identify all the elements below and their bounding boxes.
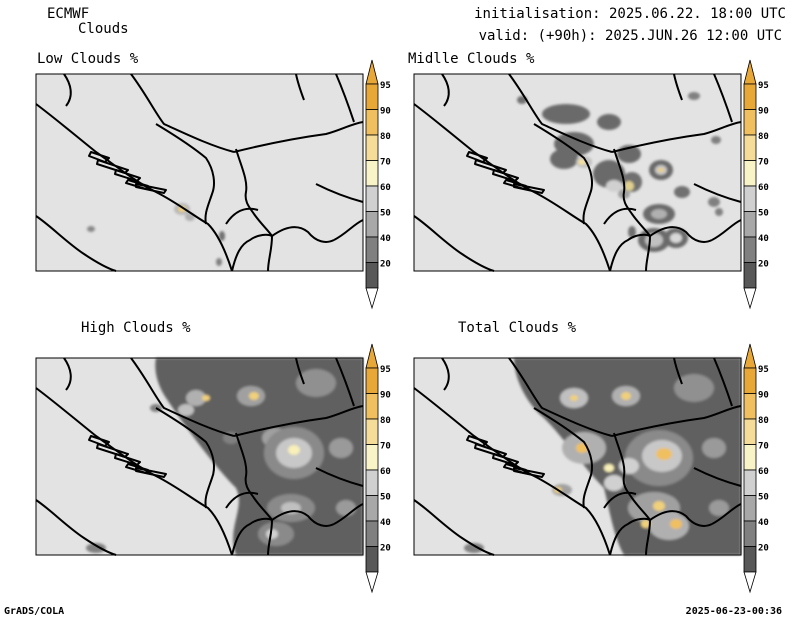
colorbar-2: 95 90 80 70 60 50 40 20 [365, 343, 391, 594]
colorbar-segment [743, 393, 757, 420]
colorbar-segment [743, 236, 757, 263]
panel-title-low: Low Clouds % [37, 51, 139, 67]
map-high-clouds [35, 357, 364, 556]
colorbar-segment [743, 83, 757, 110]
colorbar-level-label: 70 [380, 442, 391, 452]
colorbar-level-label: 95 [758, 81, 769, 91]
colorbar-level-label: 90 [380, 107, 391, 117]
colorbar-segment [743, 262, 757, 289]
colorbar-segment [743, 109, 757, 136]
colorbar-level-label: 20 [380, 260, 391, 270]
colorbar-segment [743, 469, 757, 496]
footer-software: GrADS/COLA [4, 606, 65, 617]
colorbar-segment [743, 211, 757, 238]
colorbar-segment [743, 495, 757, 522]
colorbar-level-label: 60 [380, 183, 391, 193]
colorbar-segment [743, 185, 757, 212]
colorbar-top-arrow [743, 343, 757, 369]
colorbar-segment [365, 444, 379, 471]
colorbar-segment [365, 83, 379, 110]
colorbar-level-label: 95 [380, 81, 391, 91]
colorbar-segment [743, 546, 757, 573]
colorbar-level-label: 80 [758, 416, 769, 426]
colorbar-segment [365, 495, 379, 522]
colorbar-segment [365, 109, 379, 136]
colorbar-segment [743, 444, 757, 471]
colorbar-segment [365, 546, 379, 573]
colorbar-level-label: 40 [758, 518, 769, 528]
colorbar-segment [743, 367, 757, 394]
colorbar-level-label: 60 [758, 183, 769, 193]
colorbar-segment [365, 160, 379, 187]
colorbar-bottom-arrow [743, 571, 757, 594]
map-low-clouds [35, 73, 364, 272]
colorbar-level-label: 50 [380, 209, 391, 219]
colorbar-segment [743, 520, 757, 547]
map-total-clouds [413, 357, 742, 556]
colorbar-segment [365, 185, 379, 212]
panel-title-middle: Midlle Clouds % [408, 51, 535, 67]
colorbar-segment [743, 418, 757, 445]
colorbar-segment [365, 520, 379, 547]
colorbar-level-label: 80 [380, 416, 391, 426]
colorbar-level-label: 95 [380, 365, 391, 375]
colorbar-level-label: 90 [758, 391, 769, 401]
colorbar-level-label: 70 [380, 158, 391, 168]
map-middle-clouds [413, 73, 742, 272]
colorbar-segment [743, 160, 757, 187]
colorbar-0: 95 90 80 70 60 50 40 20 [365, 59, 391, 310]
colorbar-level-label: 60 [380, 467, 391, 477]
colorbar-segment [743, 134, 757, 161]
colorbar-level-label: 80 [758, 132, 769, 142]
colorbar-segment [365, 211, 379, 238]
init-time: initialisation: 2025.06.22. 18:00 UTC [474, 6, 786, 22]
colorbar-segment [365, 469, 379, 496]
colorbar-top-arrow [743, 59, 757, 85]
colorbar-segment [365, 134, 379, 161]
colorbar-level-label: 20 [380, 544, 391, 554]
colorbar-level-label: 40 [380, 518, 391, 528]
model-label: ECMWF [47, 6, 90, 22]
colorbar-level-label: 40 [758, 234, 769, 244]
colorbar-level-label: 40 [380, 234, 391, 244]
colorbar-level-label: 95 [758, 365, 769, 375]
colorbar-segment [365, 393, 379, 420]
colorbar-level-label: 50 [380, 493, 391, 503]
colorbar-level-label: 20 [758, 544, 769, 554]
colorbar-level-label: 20 [758, 260, 769, 270]
panel-title-high: High Clouds % [81, 320, 191, 336]
colorbar-level-label: 90 [380, 391, 391, 401]
colorbar-level-label: 70 [758, 158, 769, 168]
product-label: Clouds [78, 21, 129, 37]
colorbar-top-arrow [365, 343, 379, 369]
valid-time: valid: (+90h): 2025.JUN.26 12:00 UTC [478, 28, 782, 44]
colorbar-bottom-arrow [743, 287, 757, 310]
colorbar-level-label: 50 [758, 493, 769, 503]
colorbar-level-label: 80 [380, 132, 391, 142]
colorbar-segment [365, 367, 379, 394]
colorbar-1: 95 90 80 70 60 50 40 20 [743, 59, 769, 310]
colorbars: 95 90 80 70 60 50 40 20 95 90 80 70 60 50 40 20 95 90 80 70… [365, 59, 769, 594]
colorbar-segment [365, 262, 379, 289]
colorbar-level-label: 60 [758, 467, 769, 477]
panel-title-total: Total Clouds % [458, 320, 577, 336]
colorbar-level-label: 90 [758, 107, 769, 117]
footer-timestamp: 2025-06-23-00:36 [685, 606, 782, 617]
colorbar-level-label: 70 [758, 442, 769, 452]
colorbar-bottom-arrow [365, 287, 379, 310]
colorbar-top-arrow [365, 59, 379, 85]
colorbar-bottom-arrow [365, 571, 379, 594]
colorbar-segment [365, 418, 379, 445]
colorbar-segment [365, 236, 379, 263]
colorbar-level-label: 50 [758, 209, 769, 219]
colorbar-3: 95 90 80 70 60 50 40 20 [743, 343, 769, 594]
